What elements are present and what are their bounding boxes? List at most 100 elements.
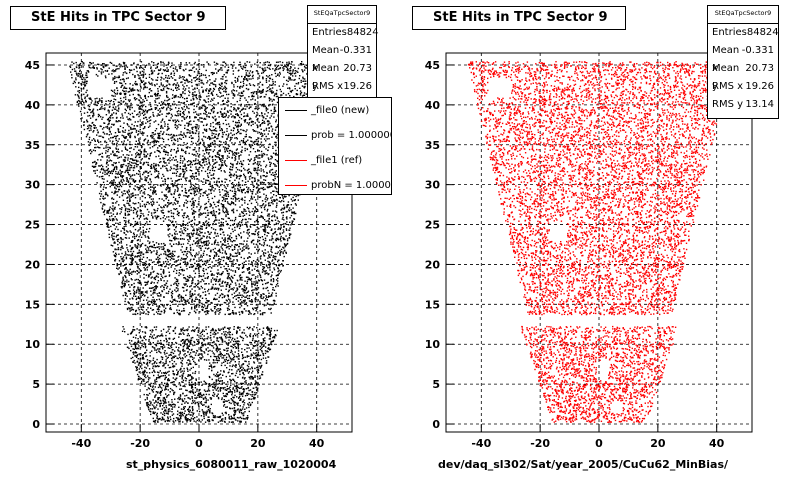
hit-point <box>234 103 236 106</box>
hit-point <box>144 385 146 387</box>
hit-point <box>243 286 246 289</box>
hit-point <box>199 288 201 290</box>
hit-point <box>180 76 182 79</box>
hit-point <box>212 383 214 385</box>
hit-point <box>265 129 267 131</box>
hit-point <box>135 355 137 357</box>
hit-point <box>218 153 220 155</box>
hit-point <box>104 108 106 111</box>
hit-point <box>118 68 120 70</box>
hit-point <box>210 281 212 283</box>
hit-point <box>208 283 210 285</box>
hit-point <box>209 376 211 379</box>
hit-point <box>182 346 185 348</box>
hit-point <box>96 109 99 111</box>
hit-point <box>153 121 155 123</box>
hit-point <box>267 133 269 135</box>
hit-point <box>267 267 269 269</box>
hit-point <box>198 78 201 80</box>
hit-point <box>254 167 257 170</box>
hit-point <box>185 417 187 419</box>
hit-point <box>165 410 167 412</box>
hit-point <box>273 335 276 338</box>
hit-point <box>216 375 218 378</box>
hit-point <box>181 232 183 234</box>
hit-point <box>140 292 143 294</box>
hit-point <box>236 260 239 262</box>
hit-point <box>169 304 172 307</box>
hit-point <box>287 69 289 71</box>
hit-point <box>132 167 134 169</box>
hit-point <box>193 66 195 68</box>
hit-point <box>221 159 224 161</box>
hit-point <box>130 161 133 164</box>
hit-point <box>230 384 232 386</box>
hit-point <box>188 74 191 77</box>
hit-point <box>206 163 208 165</box>
hit-point <box>200 241 202 243</box>
hit-point <box>281 64 283 67</box>
hit-point <box>166 87 168 89</box>
hit-point <box>204 181 207 183</box>
hit-point <box>127 132 129 135</box>
hit-point <box>113 103 115 105</box>
hit-point <box>250 277 253 280</box>
hit-point <box>182 421 184 423</box>
hit-point <box>201 165 203 167</box>
hit-point <box>198 147 201 149</box>
hit-point <box>125 263 127 265</box>
hit-point <box>191 391 193 393</box>
hit-point <box>249 171 252 174</box>
hit-point <box>212 94 214 96</box>
hit-point <box>221 200 224 202</box>
hit-point <box>129 69 131 72</box>
hit-point <box>197 240 199 242</box>
hit-point <box>165 133 168 135</box>
hit-point <box>173 217 175 220</box>
hit-point <box>289 77 291 79</box>
hit-point <box>138 141 141 143</box>
hit-point <box>204 221 207 223</box>
hit-point <box>220 108 223 110</box>
hit-point <box>167 410 169 412</box>
hit-point <box>262 78 264 80</box>
hit-point <box>150 212 153 214</box>
hit-point <box>273 289 276 291</box>
hit-point <box>163 145 165 148</box>
hit-point <box>114 228 117 230</box>
hit-point <box>256 355 258 357</box>
hit-point <box>247 291 249 293</box>
hit-point <box>217 273 219 275</box>
hit-point <box>203 414 205 416</box>
hit-point <box>270 250 272 252</box>
hit-point <box>248 210 250 212</box>
hit-point <box>242 290 244 292</box>
hit-point <box>200 237 202 240</box>
hit-point <box>252 163 254 165</box>
hit-point <box>133 167 136 169</box>
hit-point <box>245 133 247 136</box>
hit-point <box>287 87 289 89</box>
hit-point <box>234 151 236 154</box>
hit-point <box>135 347 137 350</box>
hit-point <box>130 193 132 195</box>
hit-point <box>243 130 245 132</box>
hit-point <box>243 308 246 310</box>
hit-point <box>167 378 170 380</box>
hit-point <box>148 158 151 160</box>
hit-point <box>229 386 231 388</box>
hit-point <box>197 282 199 285</box>
hit-point <box>128 307 130 309</box>
hit-point <box>167 379 169 382</box>
hit-point <box>241 301 243 303</box>
hit-point <box>117 140 119 142</box>
hit-point <box>129 83 131 85</box>
hit-point <box>203 339 205 342</box>
hit-point <box>224 239 227 241</box>
hit-point <box>166 100 168 102</box>
hit-point <box>207 342 209 344</box>
hit-point <box>285 235 287 237</box>
hit-point <box>126 295 128 297</box>
hit-point <box>134 279 136 281</box>
hit-point <box>240 132 242 135</box>
